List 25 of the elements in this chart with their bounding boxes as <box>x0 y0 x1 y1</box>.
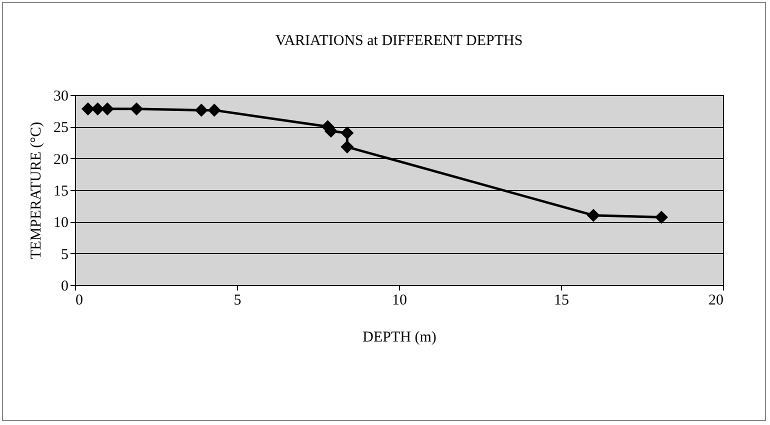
chart-title: VARIATIONS at DIFFERENT DEPTHS <box>275 33 523 49</box>
y-tick-label: 30 <box>54 88 68 104</box>
x-tick-label: 15 <box>554 292 569 308</box>
point <box>586 208 600 222</box>
y-tick-label: 5 <box>61 246 68 263</box>
point <box>81 102 94 116</box>
point <box>100 102 114 116</box>
point <box>194 104 208 117</box>
y-tick-label: 10 <box>54 215 68 232</box>
point <box>340 126 354 140</box>
point <box>340 140 354 154</box>
y-tick-label: 15 <box>54 184 68 200</box>
y-tick-label: 25 <box>54 120 68 136</box>
x-tick-label: 10 <box>392 292 407 308</box>
y-axis-title: TEMPERATURE (°C) <box>28 122 44 260</box>
point <box>208 104 221 117</box>
x-axis-title: DEPTH (m) <box>362 330 436 346</box>
point <box>654 210 668 224</box>
x-tick-label: 5 <box>234 292 242 308</box>
point <box>130 102 144 116</box>
x-tick-label: 20 <box>708 292 724 308</box>
y-tick-label: 20 <box>54 152 68 168</box>
y-tick-label: 0 <box>61 278 68 294</box>
point <box>91 102 104 116</box>
x-tick-label: 0 <box>76 292 83 308</box>
